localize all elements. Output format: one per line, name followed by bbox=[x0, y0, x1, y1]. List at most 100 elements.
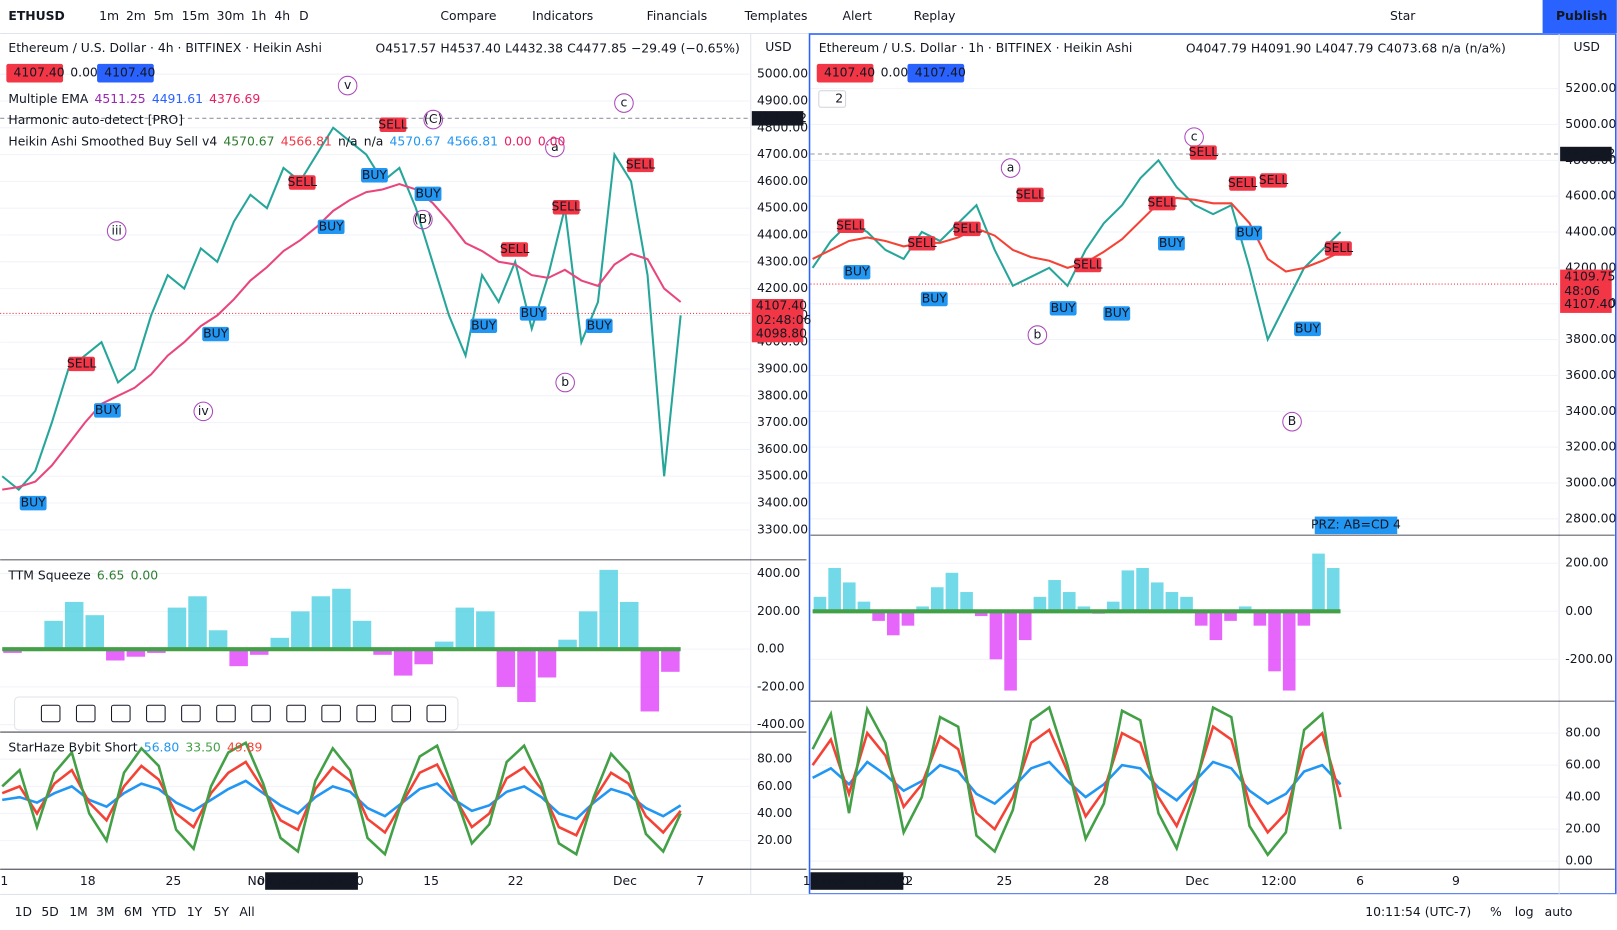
indicator-name: Heikin Ashi Smoothed Buy Sell v4 bbox=[8, 134, 217, 148]
range-button[interactable]: 1Y bbox=[187, 905, 203, 919]
x-tick-label: 25 bbox=[166, 874, 182, 888]
range-button[interactable]: 1D bbox=[15, 905, 32, 919]
bid-badge bbox=[6, 63, 64, 83]
histogram-bar bbox=[208, 630, 228, 650]
histogram-bar bbox=[620, 601, 639, 650]
drawing-tool[interactable] bbox=[75, 704, 96, 723]
range-button[interactable]: 3M bbox=[96, 905, 115, 919]
toolbar-button[interactable]: Alert bbox=[843, 9, 873, 23]
signal-label: BUY bbox=[587, 318, 613, 332]
signal-box bbox=[1103, 306, 1131, 321]
indicator-value: 0.00 bbox=[538, 134, 566, 148]
ask-badge bbox=[97, 63, 154, 83]
crosshair-tag bbox=[810, 872, 904, 890]
signal-label: SELL bbox=[378, 117, 408, 131]
interval-button[interactable]: 15m bbox=[182, 9, 210, 23]
drawing-tool[interactable] bbox=[426, 704, 447, 723]
indicator-name: StarHaze Bybit Short bbox=[8, 740, 137, 754]
y-tick-label: 3600.00 bbox=[757, 442, 808, 456]
signal-box bbox=[501, 242, 529, 257]
histogram-bar bbox=[393, 649, 413, 676]
wave-label: a bbox=[1007, 161, 1015, 175]
toolbar-button[interactable]: Replay bbox=[914, 9, 956, 23]
ohlc-value: H4537.40 bbox=[440, 41, 501, 55]
toolbar-button[interactable]: Templates bbox=[744, 9, 808, 23]
y-tick-label: 5000.00 bbox=[1565, 117, 1616, 131]
x-tick-label: Dec bbox=[613, 874, 637, 888]
drawing-tool[interactable] bbox=[286, 704, 306, 723]
y-tick-label: 0.00 bbox=[1565, 854, 1593, 868]
range-button[interactable]: 5Y bbox=[214, 905, 230, 919]
publish-button[interactable]: Publish bbox=[1556, 9, 1607, 23]
range-button[interactable]: 5D bbox=[41, 905, 58, 919]
interval-button[interactable]: 30m bbox=[217, 9, 245, 23]
indicator-value: 0.00 bbox=[504, 134, 532, 148]
drawing-tool[interactable] bbox=[146, 704, 166, 723]
collapsed-count[interactable]: 2 bbox=[835, 91, 843, 105]
histogram-bar bbox=[901, 611, 915, 626]
drawing-tool[interactable] bbox=[181, 704, 201, 723]
price-tag-label: 4107.40 bbox=[756, 299, 807, 313]
range-button[interactable]: 1M bbox=[69, 905, 88, 919]
y-tick-label: 3900.00 bbox=[757, 362, 808, 376]
series-line bbox=[2, 182, 682, 491]
histogram-bar bbox=[1209, 611, 1223, 641]
drawing-tool[interactable] bbox=[321, 704, 341, 723]
interval-button[interactable]: 4h bbox=[274, 9, 290, 23]
ohlc-legend: O4047.79 H4091.90 L4047.79 C4073.68 n/a (n/a… bbox=[1186, 41, 1506, 55]
y-tick-label: 20.00 bbox=[757, 833, 793, 847]
histogram-bar bbox=[930, 587, 944, 612]
y-tick-label: 3700.00 bbox=[757, 415, 808, 429]
histogram-bar bbox=[1297, 611, 1311, 626]
interval-button[interactable]: 1h bbox=[251, 9, 267, 23]
range-button[interactable]: All bbox=[239, 905, 254, 919]
publish-button-bg[interactable] bbox=[1542, 0, 1617, 33]
currency-label[interactable]: USD bbox=[1574, 40, 1600, 54]
signal-box bbox=[908, 236, 936, 251]
histogram-bar bbox=[558, 639, 577, 650]
ask-badge bbox=[907, 63, 965, 83]
histogram-bar bbox=[106, 649, 125, 661]
histogram-bar bbox=[85, 615, 104, 650]
symbol[interactable]: ETHUSD bbox=[8, 9, 64, 23]
axis-option[interactable]: auto bbox=[1545, 905, 1573, 919]
toolbar-button[interactable]: Financials bbox=[647, 9, 708, 23]
signal-box bbox=[19, 495, 47, 511]
currency-label[interactable]: USD bbox=[765, 40, 791, 54]
axis-option[interactable]: log bbox=[1515, 905, 1534, 919]
range-button[interactable]: 6M bbox=[124, 905, 143, 919]
wave-label: B bbox=[1288, 414, 1296, 428]
interval-button[interactable]: 2m bbox=[126, 9, 146, 23]
histogram-bar bbox=[1062, 592, 1076, 612]
drawing-tool[interactable] bbox=[110, 704, 131, 723]
interval-button[interactable]: 1m bbox=[99, 9, 119, 23]
toolbar-button[interactable]: Indicators bbox=[532, 9, 593, 23]
toolbar-button[interactable]: Compare bbox=[440, 9, 496, 23]
wave-marker bbox=[1282, 411, 1302, 432]
interval-button[interactable]: 5m bbox=[154, 9, 174, 23]
drawing-tool[interactable] bbox=[356, 704, 376, 723]
signal-box bbox=[1074, 257, 1102, 273]
drawing-tool[interactable] bbox=[391, 704, 412, 723]
drawing-tool[interactable] bbox=[40, 704, 61, 723]
range-button[interactable]: YTD bbox=[151, 905, 177, 919]
signal-box bbox=[843, 264, 871, 280]
axis-option[interactable]: % bbox=[1490, 905, 1502, 919]
signal-box bbox=[1229, 176, 1256, 191]
signal-box bbox=[627, 157, 654, 173]
y-tick-label: 3400.00 bbox=[1565, 404, 1616, 418]
drawing-tool[interactable] bbox=[216, 704, 236, 723]
series-line bbox=[1, 741, 682, 857]
signal-box bbox=[68, 356, 96, 372]
drawing-tool[interactable] bbox=[251, 704, 271, 723]
star-button[interactable]: Star bbox=[1390, 9, 1416, 23]
interval-button[interactable]: D bbox=[299, 9, 309, 23]
y-tick-label: 60.00 bbox=[1565, 758, 1601, 772]
signal-label: BUY bbox=[319, 219, 345, 233]
signal-box bbox=[1260, 173, 1287, 188]
ohlc-value: L4432.38 bbox=[505, 41, 563, 55]
histogram-bar bbox=[916, 606, 929, 612]
signal-label: BUY bbox=[1104, 306, 1130, 320]
ohlc-value: −29.49 (−0.65%) bbox=[631, 41, 740, 55]
wave-label: c bbox=[621, 96, 628, 110]
